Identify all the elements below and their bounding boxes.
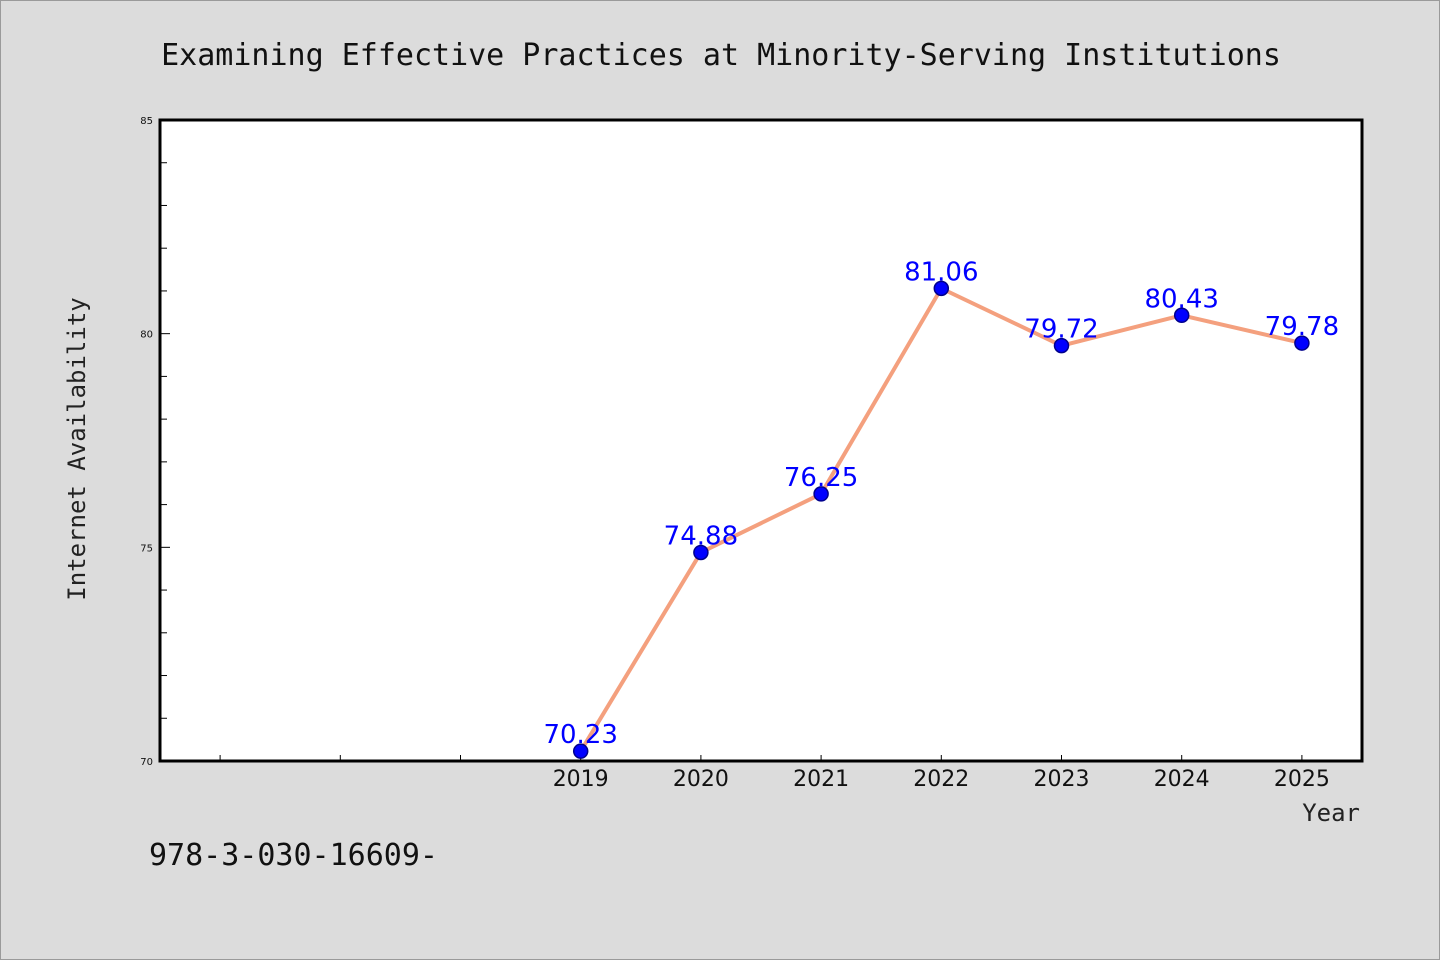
y-tick-label: 80	[140, 330, 153, 341]
chart-title: Examining Effective Practices at Minorit…	[161, 38, 1281, 73]
data-point-marker	[1173, 307, 1190, 324]
data-label: 81.06	[904, 257, 978, 287]
y-tick-label: 75	[140, 543, 153, 554]
data-label: 79.72	[1024, 315, 1098, 345]
data-point-marker	[572, 743, 589, 759]
data-label: 80.43	[1144, 284, 1218, 314]
x-tick-label: 2020	[673, 767, 729, 792]
x-tick-label: 2022	[913, 767, 969, 792]
series-group: 70.23 74.88 76.25 81.06 79.72 80.43 79.78	[543, 257, 1339, 759]
plot-area	[158, 118, 1364, 763]
data-point-marker	[1053, 337, 1070, 354]
data-label: 70.23	[543, 720, 617, 750]
x-axis-label: Year	[1302, 799, 1360, 827]
data-point-marker	[813, 486, 829, 502]
y-tick-label: 70	[140, 757, 153, 768]
data-point-marker	[693, 544, 709, 561]
data-label: 79.78	[1265, 312, 1339, 342]
footer-isbn-text: 978-3-030-16609-	[149, 838, 438, 873]
x-tick-label: 2019	[553, 767, 609, 792]
x-tick-label: 2021	[793, 767, 849, 792]
y-axis: 70 75 80 85	[140, 116, 170, 768]
y-axis-label: Internet Availability	[63, 297, 91, 600]
x-axis: 2019 2020 2021 2022 2023 2024 2025	[219, 755, 1330, 792]
x-tick-label: 2025	[1274, 767, 1330, 792]
x-tick-label: 2023	[1034, 767, 1090, 792]
data-label: 76.25	[784, 463, 858, 493]
y-tick-label: 85	[140, 116, 153, 127]
data-point-marker	[1294, 335, 1310, 351]
data-label: 74.88	[664, 521, 738, 551]
data-point-marker	[933, 280, 950, 297]
x-tick-label: 2024	[1154, 767, 1210, 792]
